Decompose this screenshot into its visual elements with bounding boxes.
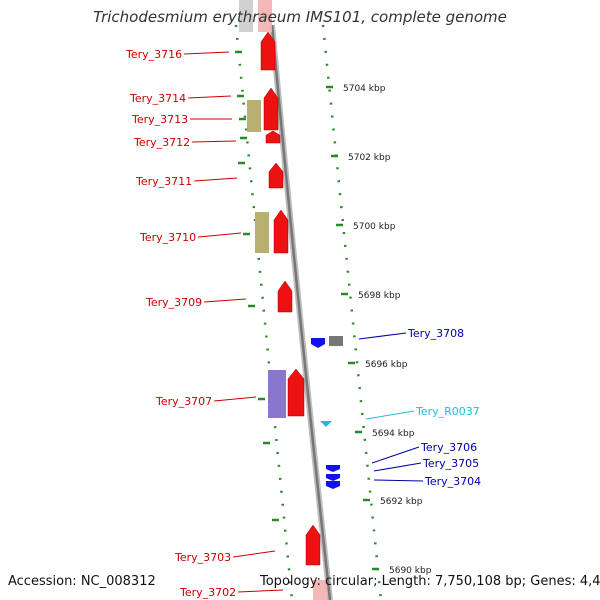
scale-label: 5690 kbp [389, 566, 432, 576]
gene-label[interactable]: Tery_3706 [420, 441, 477, 454]
gene-tery-3703[interactable] [305, 524, 321, 566]
cog-tery-3707[interactable] [268, 370, 286, 418]
gene-label[interactable]: Tery_3709 [145, 296, 202, 309]
track-dotted-right [321, 24, 383, 600]
partial-gene-top-forward[interactable] [258, 0, 272, 32]
gene-tery-3702[interactable] [313, 580, 327, 600]
gene-tery-3714[interactable] [263, 87, 279, 131]
gene-label[interactable]: Tery_3703 [174, 551, 231, 564]
label-connector [371, 446, 420, 464]
gene-label[interactable]: Tery_3704 [424, 475, 481, 488]
label-connector [365, 410, 415, 420]
gene-label[interactable]: Tery_R0037 [415, 405, 480, 418]
gene-tery-3705[interactable] [326, 474, 340, 481]
scale-label: 5700 kbp [353, 222, 396, 232]
accession-label: Accession: NC_008312 [8, 574, 156, 589]
gene-label[interactable]: Tery_3705 [422, 457, 479, 470]
label-connector [194, 177, 238, 182]
gene-label[interactable]: Tery_3707 [155, 395, 212, 408]
gene-tery-3708[interactable] [311, 338, 325, 348]
label-connector [188, 95, 232, 99]
label-connector [184, 51, 230, 55]
scale-group: 5704 kbp 5702 kbp 5700 kbp 5698 kbp 5696 kbp… [235, 50, 432, 576]
rna-tery-r0037[interactable] [320, 421, 332, 427]
gene-label[interactable]: Tery_3714 [129, 92, 186, 105]
scale-label: 5692 kbp [380, 497, 423, 507]
scale-label: 5702 kbp [348, 153, 391, 163]
gene-tery-3716[interactable] [260, 31, 276, 71]
gene-label[interactable]: Tery_3711 [135, 175, 192, 188]
label-connector [238, 589, 284, 593]
partial-gene-top[interactable] [239, 0, 253, 32]
gene-label[interactable]: Tery_3702 [179, 586, 236, 599]
label-connector [373, 462, 422, 472]
gene-grey-3708[interactable] [329, 336, 343, 346]
track-dotted-left [234, 24, 294, 600]
label-connector [358, 332, 407, 340]
gene-tery-3712[interactable] [265, 130, 281, 144]
gene-label[interactable]: Tery_3716 [125, 48, 182, 61]
gene-label[interactable]: Tery_3708 [407, 327, 464, 340]
genome-backbone-core [270, 24, 332, 600]
label-connector [204, 298, 247, 303]
gene-label[interactable]: Tery_3713 [131, 113, 188, 126]
gene-tery-3707[interactable] [287, 368, 305, 417]
cog-tery-3713[interactable] [247, 100, 261, 132]
cog-tery-3710[interactable] [255, 212, 269, 253]
label-connector [373, 479, 424, 482]
label-connector [214, 396, 257, 402]
gene-tery-3709[interactable] [277, 280, 293, 313]
label-connector [233, 550, 276, 558]
gene-label[interactable]: Tery_3710 [139, 231, 196, 244]
gene-tery-3710[interactable] [273, 209, 289, 254]
label-group: Tery_3716 Tery_3714 Tery_3713 Tery_3712 Tery… [125, 48, 481, 599]
gene-tery-3711[interactable] [268, 162, 284, 189]
gene-tery-3706[interactable] [326, 465, 340, 472]
scale-label: 5696 kbp [365, 360, 408, 370]
gene-label[interactable]: Tery_3712 [133, 136, 190, 149]
label-connector [192, 140, 237, 143]
label-connector [198, 232, 242, 238]
feature-group [239, 0, 343, 600]
topology-summary: Topology: circular; Length: 7,750,108 bp… [260, 574, 600, 589]
scale-label: 5698 kbp [358, 291, 401, 301]
scale-label: 5694 kbp [372, 429, 415, 439]
gene-tery-3704[interactable] [326, 481, 340, 489]
scale-label: 5704 kbp [343, 84, 386, 94]
genome-title: Trichodesmium erythraeum IMS101, complet… [93, 8, 507, 26]
